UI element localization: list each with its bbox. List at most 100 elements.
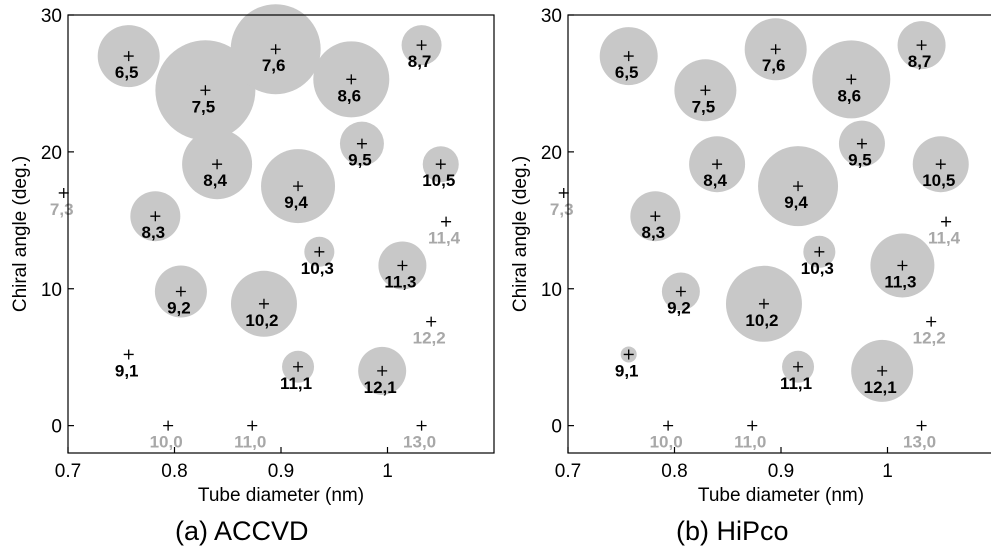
marker-7-6	[270, 44, 281, 55]
y-tick-label: 0	[51, 417, 62, 438]
point-label-9-2: 9,2	[667, 298, 691, 317]
point-label-8-6: 8,6	[337, 86, 361, 105]
marker-12-1	[377, 365, 388, 376]
marker-10-0	[663, 420, 674, 431]
point-label-9-5: 9,5	[848, 151, 872, 170]
y-tick-label: 0	[551, 417, 562, 438]
point-label-9-1: 9,1	[615, 361, 639, 380]
marker-8-7	[916, 40, 927, 51]
point-label-10-5: 10,5	[422, 171, 455, 190]
marker-6-5	[623, 51, 634, 62]
point-label-9-4: 9,4	[284, 193, 308, 212]
point-label-8-3: 8,3	[142, 223, 166, 242]
point-label-12-2: 12,2	[913, 329, 946, 348]
point-label-8-7: 8,7	[408, 52, 432, 71]
marker-10-3	[814, 246, 825, 257]
point-label-12-1: 12,1	[364, 378, 397, 397]
point-label-8-4: 8,4	[703, 171, 727, 190]
y-tick-label: 10	[41, 280, 62, 301]
marker-11-3	[897, 260, 908, 271]
marker-8-6	[346, 74, 357, 85]
point-label-11-0: 11,0	[734, 433, 766, 452]
marker-11-1	[793, 361, 804, 372]
x-axis: 0.7 0.8 0.9 1 Tube diameter (nm)	[555, 447, 893, 506]
point-label-7-6: 7,6	[262, 56, 286, 75]
marker-8-4	[712, 159, 723, 170]
markers	[558, 40, 952, 431]
point-label-10-3: 10,3	[801, 259, 834, 278]
marker-8-6	[846, 74, 857, 85]
point-label-10-3: 10,3	[301, 259, 334, 278]
marker-7-3	[558, 187, 569, 198]
marker-6-5	[123, 51, 134, 62]
marker-13-0	[416, 420, 427, 431]
point-label-12-1: 12,1	[864, 378, 897, 397]
y-tick-label: 20	[41, 143, 62, 164]
chart-accvd: 6,5 7,5 7,6 8,7 8,6 8,4 9,5 9,4 10,5 8,3 10,3 11,3 9…	[10, 4, 495, 506]
marker-11-4	[941, 216, 952, 227]
marker-8-3	[650, 211, 661, 222]
x-tick-label: 0.7	[555, 461, 581, 482]
marker-13-0	[916, 420, 927, 431]
marker-10-5	[435, 159, 446, 170]
marker-7-5	[200, 85, 211, 96]
point-label-7-3: 7,3	[550, 200, 574, 219]
marker-11-3	[397, 260, 408, 271]
y-tick-label: 10	[541, 280, 562, 301]
marker-10-5	[935, 159, 946, 170]
marker-7-6	[770, 44, 781, 55]
point-label-6-5: 6,5	[115, 63, 139, 82]
marker-9-1	[123, 349, 134, 360]
marker-11-4	[441, 216, 452, 227]
x-axis-label: Tube diameter (nm)	[698, 485, 864, 506]
x-tick-label: 0.7	[55, 461, 81, 482]
marker-7-3	[58, 187, 69, 198]
point-label-11-3: 11,3	[384, 272, 416, 291]
marker-10-2	[258, 298, 269, 309]
point-label-11-4: 11,4	[928, 229, 961, 248]
marker-9-5	[356, 138, 367, 149]
y-tick-label: 30	[541, 6, 562, 27]
x-tick-label: 0.8	[161, 461, 187, 482]
point-label-9-1: 9,1	[115, 361, 139, 380]
marker-9-4	[293, 181, 304, 192]
point-label-11-0: 11,0	[234, 433, 266, 452]
y-axis: 0 10 20 30 Chiral angle (deg.)	[510, 6, 574, 438]
x-tick-label: 0.9	[268, 461, 294, 482]
y-tick-label: 30	[41, 6, 62, 27]
point-label-13-0: 13,0	[403, 433, 436, 452]
point-label-7-5: 7,5	[692, 97, 716, 116]
point-label-10-0: 10,0	[650, 433, 683, 452]
marker-11-0	[747, 420, 758, 431]
y-tick-label: 20	[541, 143, 562, 164]
point-label-7-5: 7,5	[192, 97, 216, 116]
point-label-10-5: 10,5	[922, 171, 955, 190]
marker-8-3	[150, 211, 161, 222]
marker-9-4	[793, 181, 804, 192]
point-label-11-4: 11,4	[428, 229, 461, 248]
point-label-9-2: 9,2	[167, 298, 191, 317]
point-label-7-6: 7,6	[762, 56, 786, 75]
point-label-7-3: 7,3	[50, 200, 74, 219]
marker-12-1	[877, 365, 888, 376]
marker-10-0	[163, 420, 174, 431]
caption-hipco: (b) HiPco	[676, 516, 789, 546]
point-label-10-0: 10,0	[150, 433, 183, 452]
x-axis-label: Tube diameter (nm)	[198, 485, 364, 506]
y-axis: 0 10 20 30 Chiral angle (deg.)	[10, 6, 74, 438]
point-label-11-1: 11,1	[280, 374, 312, 393]
point-label-8-6: 8,6	[837, 86, 861, 105]
marker-11-0	[247, 420, 258, 431]
marker-7-5	[700, 85, 711, 96]
point-label-9-4: 9,4	[784, 193, 808, 212]
point-label-10-2: 10,2	[745, 311, 778, 330]
y-axis-label: Chiral angle (deg.)	[10, 156, 31, 312]
x-axis: 0.7 0.8 0.9 1 Tube diameter (nm)	[55, 447, 393, 506]
point-label-13-0: 13,0	[903, 433, 936, 452]
point-label-6-5: 6,5	[615, 63, 639, 82]
x-tick-label: 0.9	[768, 461, 794, 482]
point-label-8-4: 8,4	[203, 171, 227, 190]
marker-12-2	[926, 316, 937, 327]
marker-9-2	[175, 286, 186, 297]
marker-11-1	[293, 361, 304, 372]
